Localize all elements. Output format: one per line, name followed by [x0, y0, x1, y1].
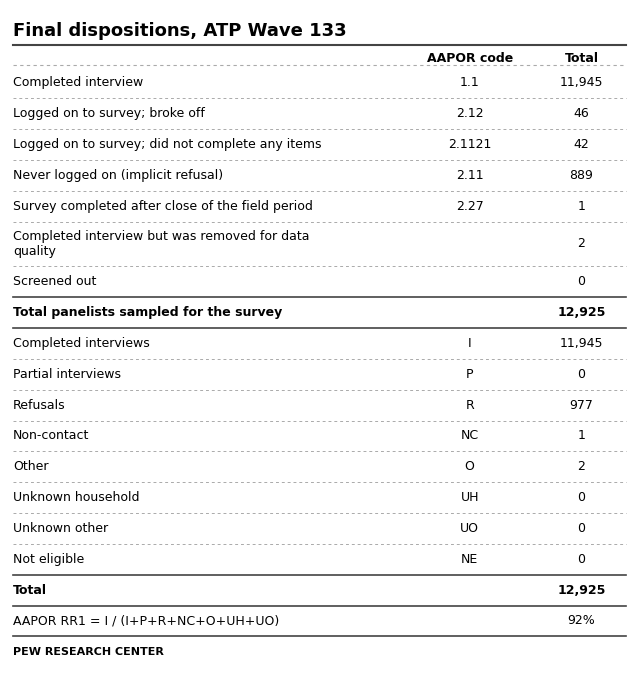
Text: 0: 0	[578, 275, 585, 288]
Text: Unknown other: Unknown other	[13, 522, 108, 535]
Text: 0: 0	[578, 552, 585, 566]
Text: Other: Other	[13, 460, 49, 473]
Text: 0: 0	[578, 522, 585, 535]
Text: O: O	[465, 460, 475, 473]
Text: Total: Total	[13, 583, 47, 596]
Text: 11,945: 11,945	[560, 337, 603, 350]
Text: Unknown household: Unknown household	[13, 491, 139, 504]
Text: 2.1121: 2.1121	[448, 138, 491, 151]
Text: Screened out: Screened out	[13, 275, 96, 288]
Text: 2.11: 2.11	[456, 169, 484, 182]
Text: Never logged on (implicit refusal): Never logged on (implicit refusal)	[13, 169, 223, 182]
Text: Logged on to survey; broke off: Logged on to survey; broke off	[13, 107, 204, 120]
Text: 11,945: 11,945	[560, 76, 603, 89]
Text: NE: NE	[461, 552, 478, 566]
Text: Non-contact: Non-contact	[13, 429, 89, 442]
Text: 2.12: 2.12	[456, 107, 484, 120]
Text: 0: 0	[578, 491, 585, 504]
Text: 12,925: 12,925	[557, 306, 606, 319]
Text: Completed interview: Completed interview	[13, 76, 143, 89]
Text: Total panelists sampled for the survey: Total panelists sampled for the survey	[13, 306, 282, 319]
Text: 1.1: 1.1	[460, 76, 479, 89]
Text: 2: 2	[578, 460, 585, 473]
Text: 46: 46	[574, 107, 589, 120]
Text: Total: Total	[564, 52, 599, 65]
Text: Not eligible: Not eligible	[13, 552, 84, 566]
Text: UO: UO	[460, 522, 479, 535]
Text: Logged on to survey; did not complete any items: Logged on to survey; did not complete an…	[13, 138, 321, 151]
Text: 977: 977	[569, 398, 594, 411]
Text: I: I	[468, 337, 472, 350]
Text: Completed interview but was removed for data
quality: Completed interview but was removed for …	[13, 230, 309, 258]
Text: Survey completed after close of the field period: Survey completed after close of the fiel…	[13, 200, 312, 213]
Text: PEW RESEARCH CENTER: PEW RESEARCH CENTER	[13, 647, 164, 657]
Text: UH: UH	[461, 491, 479, 504]
Text: R: R	[465, 398, 474, 411]
Text: 92%: 92%	[567, 614, 596, 627]
Text: AAPOR code: AAPOR code	[427, 52, 512, 65]
Text: Partial interviews: Partial interviews	[13, 368, 121, 380]
Text: 2.27: 2.27	[456, 200, 484, 213]
Text: Final dispositions, ATP Wave 133: Final dispositions, ATP Wave 133	[13, 22, 346, 40]
Text: 0: 0	[578, 368, 585, 380]
Text: AAPOR RR1 = I / (I+P+R+NC+O+UH+UO): AAPOR RR1 = I / (I+P+R+NC+O+UH+UO)	[13, 614, 279, 627]
Text: 12,925: 12,925	[557, 583, 606, 596]
Text: 42: 42	[574, 138, 589, 151]
Text: 889: 889	[569, 169, 594, 182]
Text: 2: 2	[578, 237, 585, 250]
Text: Refusals: Refusals	[13, 398, 65, 411]
Text: P: P	[466, 368, 473, 380]
Text: 1: 1	[578, 429, 585, 442]
Text: NC: NC	[461, 429, 479, 442]
Text: Completed interviews: Completed interviews	[13, 337, 150, 350]
Text: 1: 1	[578, 200, 585, 213]
